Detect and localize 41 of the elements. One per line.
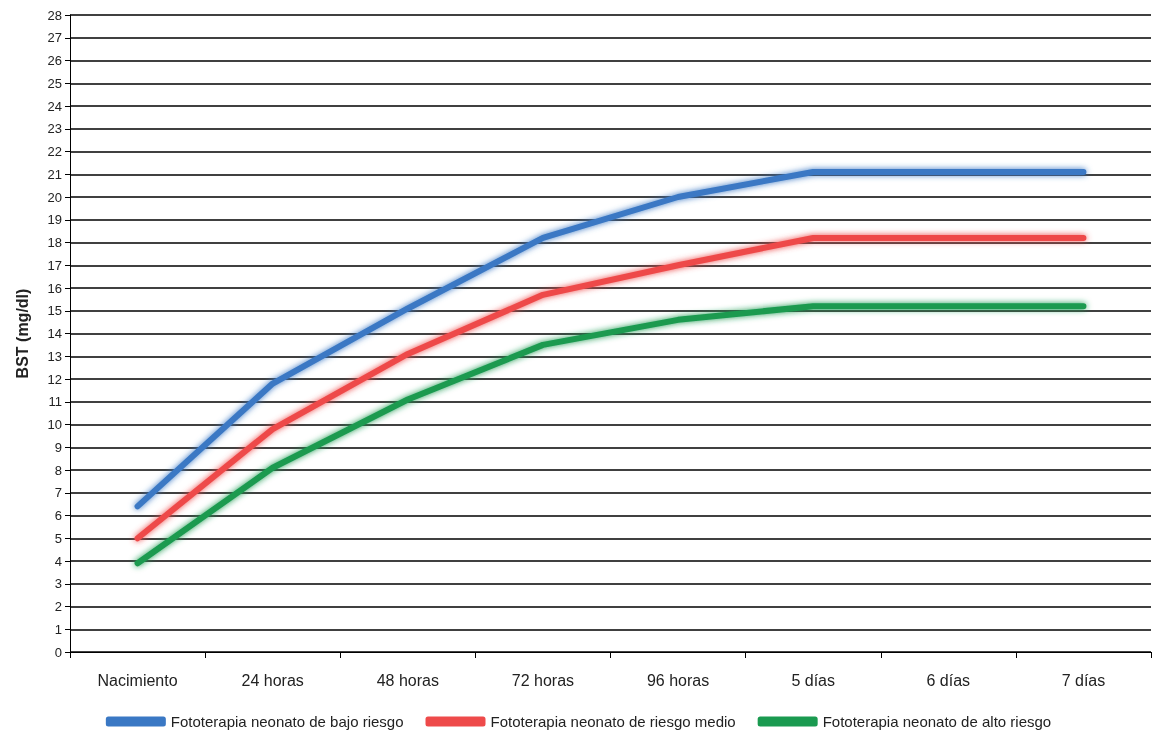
y-axis-title: BST (mg/dl)	[13, 288, 31, 379]
y-tick-label: 14	[47, 326, 62, 341]
legend-label: Fototerapia neonato de riesgo medio	[490, 713, 736, 730]
y-tick-label: 28	[47, 7, 62, 23]
y-tick-label: 5	[54, 530, 62, 546]
y-tick-label: 22	[47, 144, 62, 159]
y-tick-label: 0	[54, 644, 62, 660]
y-tick-label: 8	[54, 462, 62, 478]
y-tick-label: 25	[47, 75, 62, 91]
y-tick-label: 18	[47, 235, 62, 250]
y-tick-label: 19	[47, 212, 62, 228]
y-tick-label: 9	[54, 439, 62, 455]
y-tick-label: 11	[48, 394, 62, 410]
x-tick-label: 6 días	[926, 671, 971, 689]
y-tick-label: 3	[54, 576, 62, 592]
x-tick-label: 5 días	[791, 671, 835, 689]
x-tick-label: 24 horas	[241, 671, 304, 689]
x-tick-label: 96 horas	[646, 671, 710, 689]
y-tick-label: 2	[54, 599, 62, 614]
y-tick-label: 10	[47, 417, 62, 432]
y-tick-label: 17	[47, 257, 62, 273]
x-tick-label: 48 horas	[376, 671, 439, 689]
y-tick-label: 21	[47, 166, 62, 182]
x-tick-label: 72 horas	[511, 671, 575, 689]
y-tick-label: 13	[47, 348, 62, 364]
x-tick-label: 7 días	[1061, 671, 1106, 689]
y-tick-label: 27	[47, 30, 62, 46]
y-tick-label: 1	[54, 621, 62, 637]
y-tick-label: 26	[47, 53, 62, 68]
legend-label: Fototerapia neonato de alto riesgo	[822, 713, 1052, 730]
y-tick-label: 7	[54, 485, 62, 501]
y-tick-label: 15	[47, 303, 62, 319]
y-tick-label: 24	[47, 98, 62, 114]
y-tick-label: 12	[47, 371, 62, 387]
y-tick-label: 16	[47, 280, 62, 296]
legend-label: Fototerapia neonato de bajo riesgo	[170, 713, 404, 730]
y-tick-label: 23	[47, 121, 62, 137]
y-tick-label: 4	[54, 553, 62, 569]
y-tick-label: 6	[54, 508, 62, 523]
y-tick-label: 20	[47, 189, 62, 205]
x-tick-label: Nacimiento	[97, 671, 178, 689]
